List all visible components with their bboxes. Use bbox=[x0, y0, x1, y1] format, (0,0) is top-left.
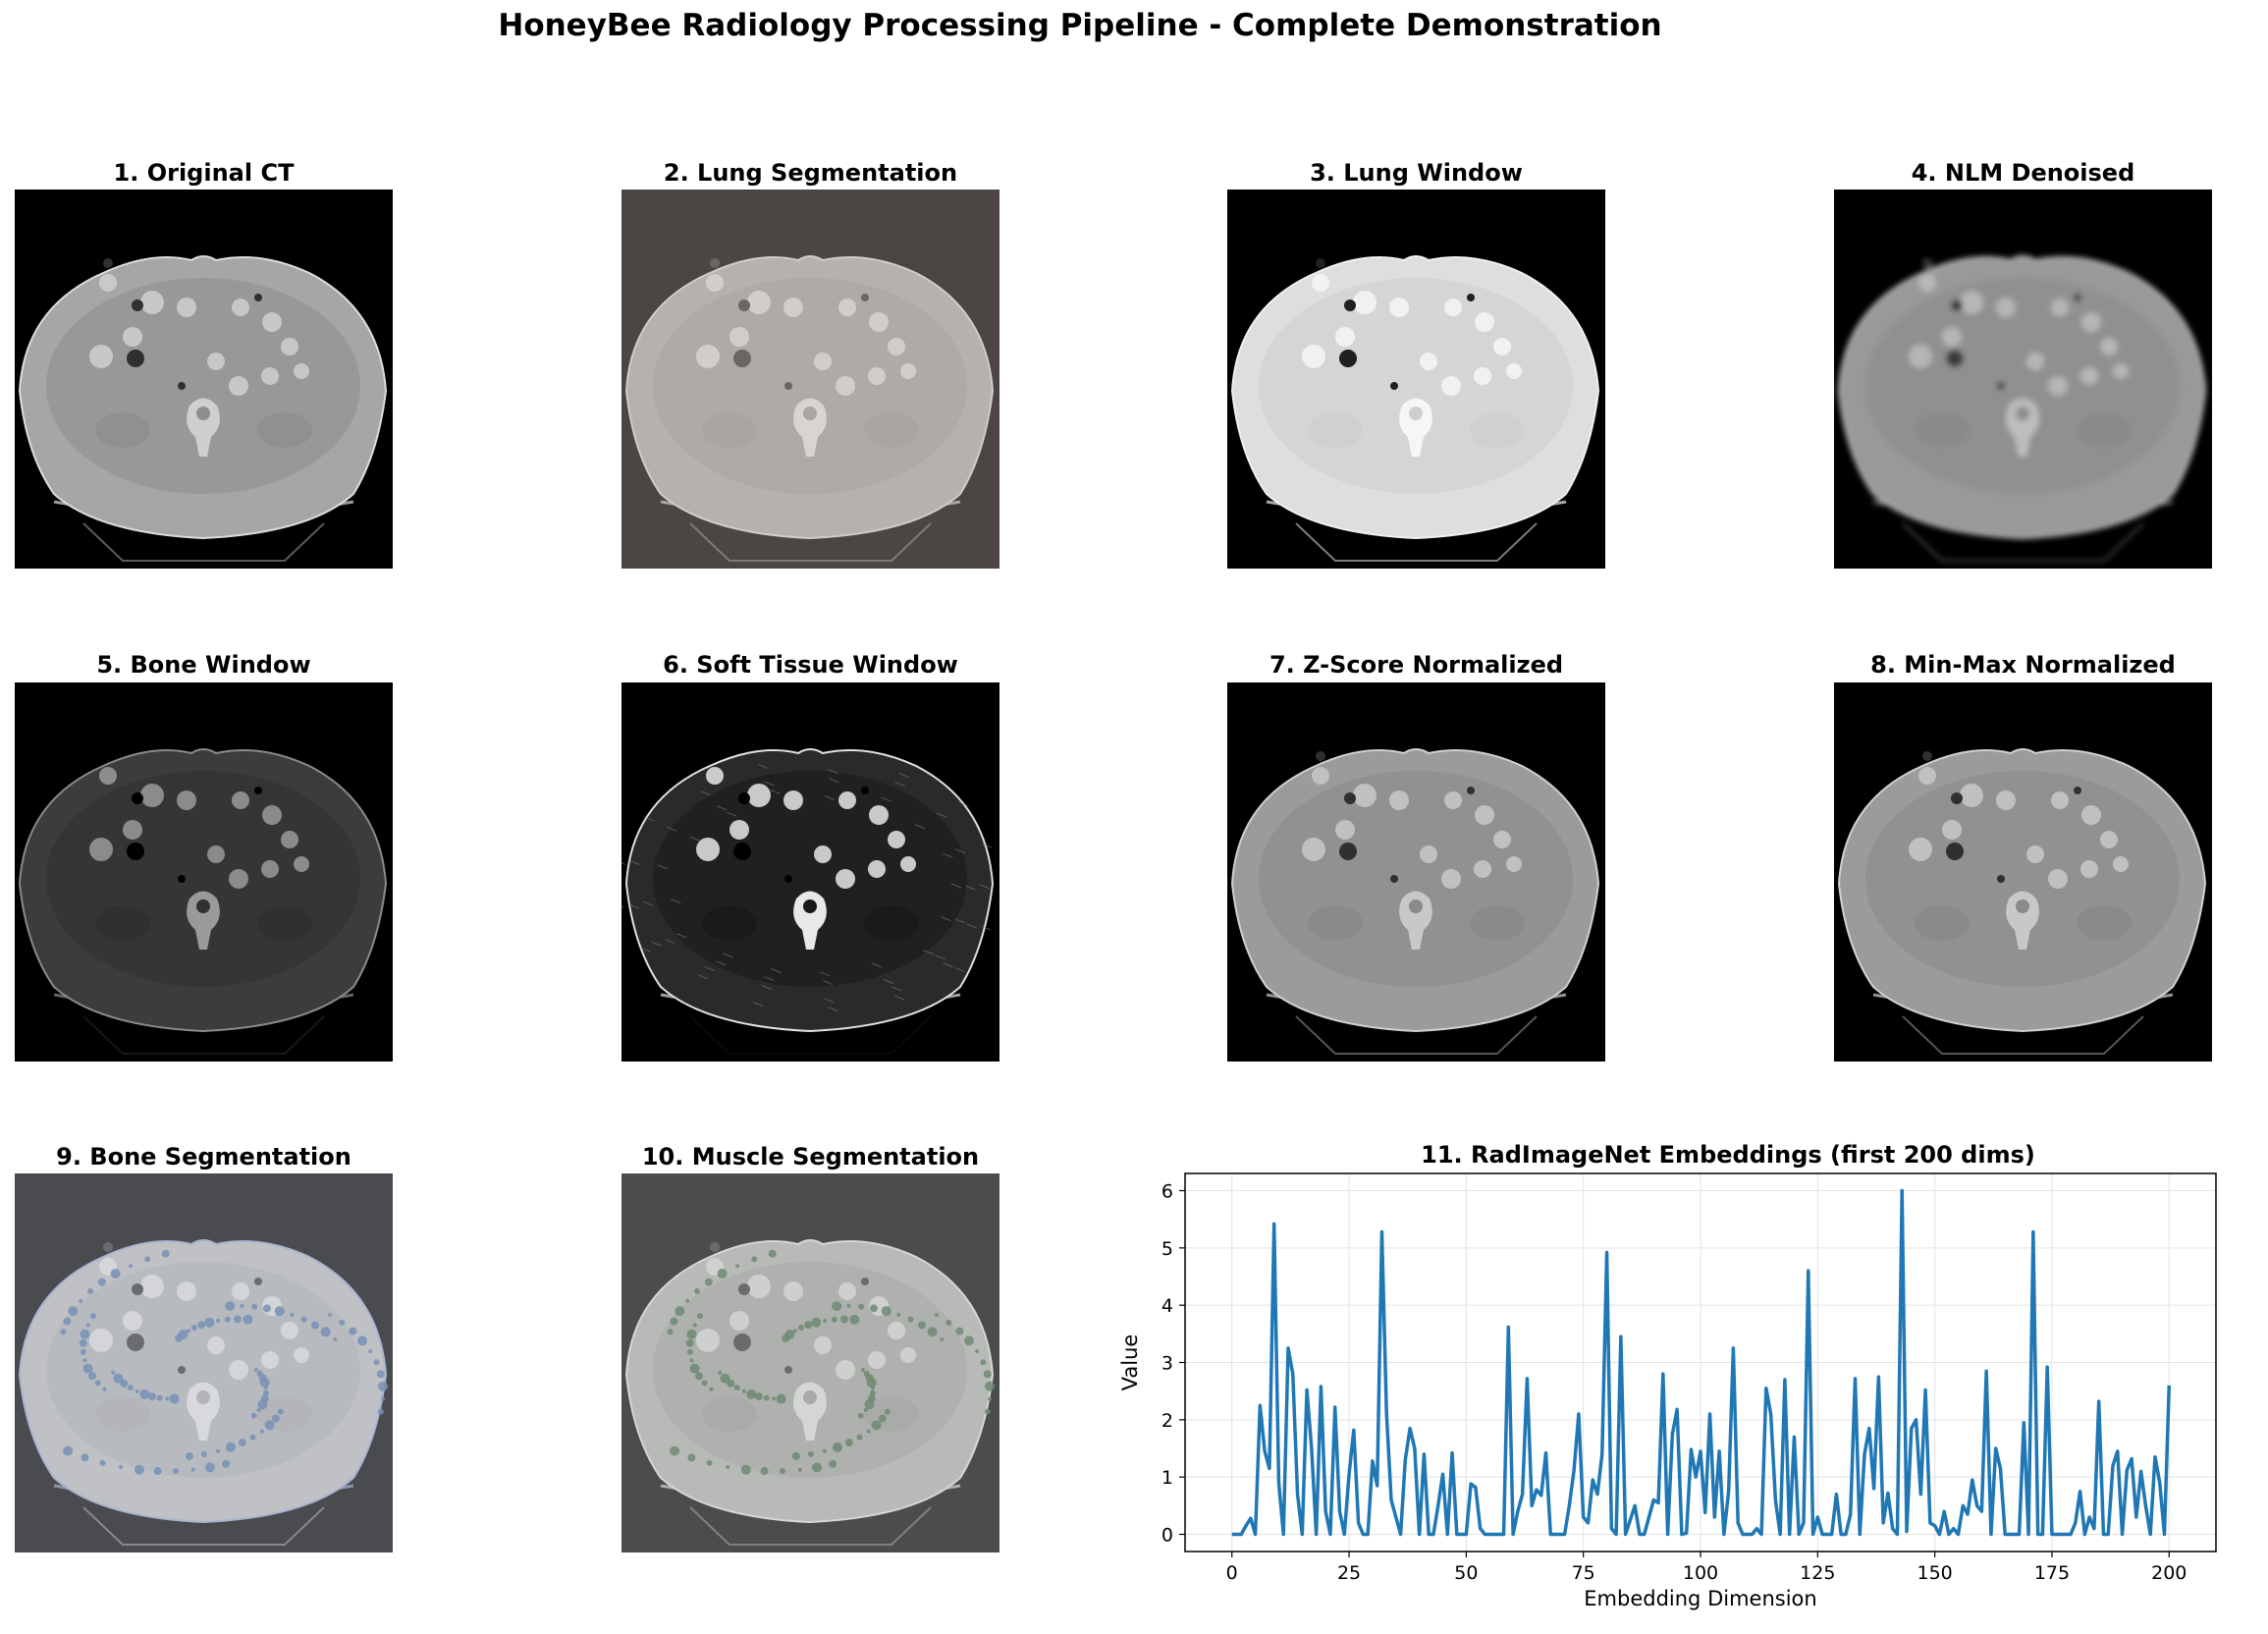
x-tick-label: 150 bbox=[1917, 1562, 1953, 1584]
y-tick-label: 1 bbox=[1161, 1467, 1173, 1489]
ct-slice-image bbox=[621, 1173, 999, 1552]
x-tick-label: 125 bbox=[1800, 1562, 1835, 1584]
embedding-line-chart: 0 25 50 75 100 125 150 175 200 0 1 2 3 4 5 6 Embedding D… bbox=[1118, 1172, 2217, 1610]
x-tick-label: 0 bbox=[1226, 1562, 1238, 1584]
x-tick-label: 100 bbox=[1683, 1562, 1718, 1584]
panel-title: 6. Soft Tissue Window bbox=[663, 651, 958, 679]
ct-slice-image bbox=[621, 190, 999, 569]
ct-slice-image bbox=[15, 682, 393, 1062]
ct-slice-image bbox=[1834, 682, 2212, 1062]
embedding-chart: 0 25 50 75 100 125 150 175 200 0 1 2 3 4 5 6 Embedding D… bbox=[1100, 1129, 2258, 1630]
x-axis-label: Embedding Dimension bbox=[1584, 1587, 1816, 1610]
y-tick-label: 6 bbox=[1161, 1181, 1173, 1203]
y-tick-label: 3 bbox=[1161, 1353, 1173, 1375]
panel-title: 3. Lung Window bbox=[1310, 159, 1523, 187]
embedding-series-line bbox=[1231, 1188, 2172, 1537]
ct-slice-image bbox=[621, 682, 999, 1062]
ct-slice-image bbox=[1227, 682, 1605, 1062]
y-tick-label: 5 bbox=[1161, 1238, 1173, 1260]
panel-title: 5. Bone Window bbox=[96, 651, 311, 679]
ct-slice-image bbox=[15, 1173, 393, 1552]
y-tick-label: 2 bbox=[1161, 1410, 1173, 1432]
panel-title: 2. Lung Segmentation bbox=[663, 159, 958, 187]
x-tick-label: 25 bbox=[1337, 1562, 1361, 1584]
figure-title: HoneyBee Radiology Processing Pipeline -… bbox=[498, 8, 1662, 43]
panel-title: 10. Muscle Segmentation bbox=[641, 1143, 980, 1171]
ct-slice-image bbox=[1834, 190, 2212, 569]
panel-title: 1. Original CT bbox=[113, 159, 295, 187]
y-tick-label: 4 bbox=[1161, 1295, 1173, 1317]
chart-title: 11. RadImageNet Embeddings (first 200 di… bbox=[1421, 1141, 2035, 1169]
y-axis-label: Value bbox=[1118, 1334, 1142, 1391]
x-tick-label: 50 bbox=[1454, 1562, 1478, 1584]
ct-slice-image bbox=[15, 190, 393, 569]
panel-title: 8. Min-Max Normalized bbox=[1870, 651, 2176, 679]
x-tick-label: 75 bbox=[1572, 1562, 1595, 1584]
x-tick-label: 175 bbox=[2034, 1562, 2070, 1584]
y-tick-label: 0 bbox=[1161, 1525, 1173, 1547]
panel-title: 7. Z-Score Normalized bbox=[1269, 651, 1564, 679]
panel-title: 9. Bone Segmentation bbox=[56, 1143, 351, 1171]
x-tick-label: 200 bbox=[2151, 1562, 2187, 1584]
panel-title: 4. NLM Denoised bbox=[1911, 159, 2135, 187]
ct-slice-image bbox=[1227, 190, 1605, 569]
